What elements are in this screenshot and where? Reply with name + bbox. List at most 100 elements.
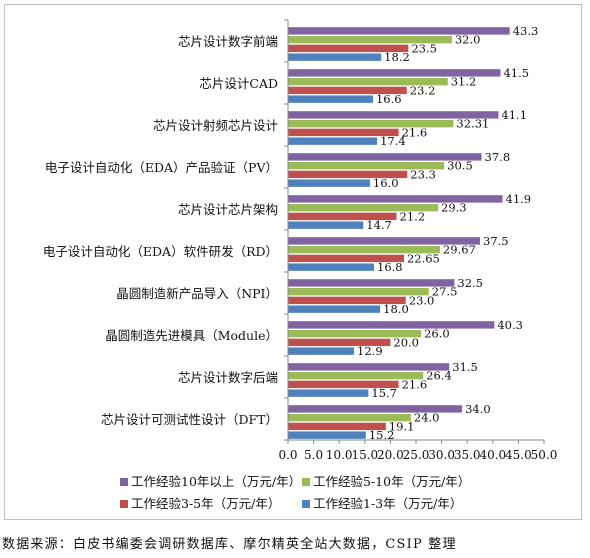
- x-tick-label: 25.0: [403, 448, 430, 462]
- data-label-s3-c2: 17.4: [380, 134, 406, 148]
- category-label: 芯片设计可测试性设计（DFT）: [101, 412, 278, 427]
- x-tick-label: 10.0: [326, 448, 353, 462]
- data-label-s1-c3: 30.5: [447, 159, 473, 173]
- legend-swatch-0: [120, 478, 128, 486]
- legend-label-2: 工作经验3-5年（万元/年）: [131, 496, 280, 511]
- category-label: 芯片设计CAD: [199, 76, 278, 91]
- bar-s3-c9: [288, 431, 366, 439]
- bar-s3-c4: [288, 221, 364, 229]
- x-tick-label: 0.0: [278, 448, 297, 462]
- bar-s1-c6: [288, 287, 429, 296]
- bar-s3-c6: [288, 305, 381, 313]
- bar-s2-c6: [288, 296, 406, 305]
- x-tick-label: 30.0: [428, 448, 455, 462]
- data-label-s3-c8: 15.7: [371, 386, 397, 400]
- data-label-s0-c4: 41.9: [506, 192, 532, 206]
- data-label-s2-c3: 23.3: [410, 167, 436, 181]
- bar-s0-c1: [288, 69, 501, 77]
- bar-s2-c8: [288, 380, 399, 389]
- bar-s1-c7: [288, 329, 422, 338]
- x-tick-label: 15.0: [351, 448, 378, 462]
- bar-s1-c4: [288, 203, 439, 212]
- bar-s0-c7: [288, 321, 495, 329]
- bar-s0-c4: [288, 195, 503, 203]
- bar-s2-c4: [288, 212, 397, 221]
- bar-s2-c5: [288, 254, 404, 263]
- data-label-s0-c6: 32.5: [457, 276, 483, 290]
- data-label-s2-c6: 23.0: [409, 293, 435, 307]
- x-tick-label: 5.0: [304, 448, 323, 462]
- data-label-s2-c9: 19.1: [389, 419, 415, 433]
- data-label-s0-c3: 37.8: [485, 150, 511, 164]
- legend-label-0: 工作经验10年以上（万元/年）: [131, 474, 301, 489]
- data-label-s3-c9: 15.2: [369, 428, 395, 442]
- data-label-s2-c2: 21.6: [402, 125, 428, 139]
- data-label-s1-c7: 26.0: [424, 327, 450, 341]
- bar-s1-c2: [288, 119, 454, 128]
- legend-swatch-2: [120, 500, 128, 508]
- bar-s1-c1: [288, 77, 448, 86]
- data-label-s3-c6: 18.0: [383, 302, 409, 316]
- legend-label-3: 工作经验1-3年（万元/年）: [313, 496, 462, 511]
- category-label: 晶圆制造先进模具（Module）: [105, 328, 278, 343]
- data-label-s0-c1: 41.5: [503, 66, 529, 80]
- data-label-s1-c1: 31.2: [451, 75, 477, 89]
- bar-s1-c3: [288, 161, 445, 170]
- bar-s2-c1: [288, 86, 407, 95]
- bar-s2-c2: [288, 128, 399, 137]
- data-label-s1-c5: 29.67: [443, 243, 476, 257]
- data-label-s2-c5: 22.65: [407, 251, 440, 265]
- data-label-s3-c1: 16.6: [376, 92, 402, 106]
- data-label-s1-c6: 27.5: [432, 285, 458, 299]
- data-label-s3-c3: 16.0: [373, 176, 399, 190]
- data-label-s0-c5: 37.5: [483, 234, 509, 248]
- category-label: 芯片设计数字后端: [178, 370, 278, 385]
- data-label-s2-c7: 20.0: [393, 335, 419, 349]
- data-label-s0-c0: 43.3: [513, 24, 539, 38]
- bar-s2-c3: [288, 170, 408, 179]
- x-tick-label: 50.0: [531, 448, 558, 462]
- bar-s0-c3: [288, 153, 482, 161]
- bar-s3-c2: [288, 137, 378, 145]
- bar-s2-c7: [288, 338, 391, 347]
- bar-s3-c1: [288, 95, 373, 103]
- bar-s3-c8: [288, 389, 369, 397]
- data-label-s0-c2: 41.1: [501, 108, 527, 122]
- data-label-s3-c5: 16.8: [377, 260, 403, 274]
- category-label: 晶圆制造新产品导入（NPI）: [116, 286, 278, 301]
- bar-s1-c9: [288, 413, 411, 422]
- source-note: 数据来源：白皮书编委会调研数据库、摩尔精英全站大数据，CSIP 整理: [2, 537, 457, 552]
- bar-s0-c5: [288, 237, 480, 245]
- data-label-s3-c0: 18.2: [384, 50, 410, 64]
- x-tick-label: 20.0: [377, 448, 404, 462]
- x-tick-label: 35.0: [454, 448, 481, 462]
- bar-s0-c6: [288, 279, 455, 287]
- data-label-s2-c4: 21.2: [400, 209, 426, 223]
- category-label: 芯片设计射频芯片设计: [153, 118, 278, 133]
- x-tick-label: 40.0: [479, 448, 506, 462]
- category-label: 芯片设计芯片架构: [178, 202, 278, 217]
- chart-frame: [4, 4, 582, 520]
- data-label-s1-c9: 24.0: [414, 411, 440, 425]
- category-label: 电子设计自动化（EDA）产品验证（PV）: [45, 160, 278, 175]
- bar-s0-c9: [288, 405, 463, 413]
- legend-label-1: 工作经验5-10年（万元/年）: [313, 474, 470, 489]
- data-label-s3-c7: 12.9: [357, 344, 383, 358]
- data-label-s0-c8: 31.5: [452, 360, 478, 374]
- x-tick-label: 45.0: [505, 448, 532, 462]
- bar-s1-c0: [288, 35, 452, 44]
- data-label-s1-c0: 32.0: [455, 33, 481, 47]
- data-label-s0-c9: 34.0: [465, 402, 491, 416]
- bar-s0-c2: [288, 111, 499, 119]
- data-label-s2-c8: 21.6: [402, 377, 428, 391]
- legend-swatch-1: [302, 478, 310, 486]
- bar-s3-c0: [288, 53, 382, 61]
- bar-s3-c5: [288, 263, 375, 271]
- data-label-s1-c8: 26.4: [426, 369, 452, 383]
- data-label-s3-c4: 14.7: [366, 218, 392, 232]
- bar-s1-c5: [288, 245, 440, 254]
- data-label-s2-c1: 23.2: [410, 83, 436, 97]
- bar-s3-c7: [288, 347, 355, 355]
- data-label-s0-c7: 40.3: [497, 318, 523, 332]
